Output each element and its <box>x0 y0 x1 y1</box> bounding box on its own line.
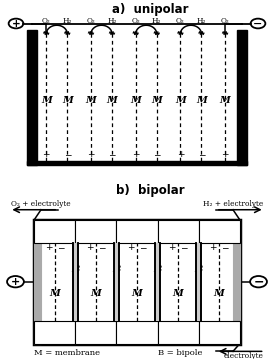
Text: +: + <box>87 150 95 159</box>
Text: B = bipole: B = bipole <box>158 349 202 357</box>
Bar <box>233 219 239 344</box>
Text: M: M <box>62 97 73 106</box>
Text: b)  bipolar: b) bipolar <box>116 184 184 197</box>
Text: H₂: H₂ <box>107 18 117 25</box>
Text: −: − <box>198 150 205 159</box>
Text: O₂: O₂ <box>221 18 230 25</box>
Text: B: B <box>71 265 79 275</box>
Bar <box>35 219 41 344</box>
Text: +: + <box>169 243 176 252</box>
Bar <box>155 243 160 321</box>
Text: M: M <box>41 97 52 106</box>
Bar <box>196 243 201 321</box>
Text: electrolyte: electrolyte <box>223 352 263 359</box>
Text: +: + <box>210 243 217 252</box>
Text: O₂ + electrolyte: O₂ + electrolyte <box>11 200 70 208</box>
Text: M: M <box>91 289 101 298</box>
Text: M: M <box>196 97 207 106</box>
Text: −: − <box>221 243 229 252</box>
Text: −: − <box>139 243 147 252</box>
Text: O₂: O₂ <box>87 18 95 25</box>
Bar <box>35 219 75 243</box>
Text: −: − <box>64 150 71 159</box>
Text: M: M <box>50 289 60 298</box>
Text: −: − <box>153 150 161 159</box>
Text: B: B <box>195 265 203 275</box>
Text: M: M <box>107 97 117 106</box>
Text: M: M <box>151 97 162 106</box>
Text: −: − <box>98 243 105 252</box>
Text: −: − <box>253 19 263 28</box>
Text: +: + <box>177 150 184 159</box>
Text: +: + <box>42 150 50 159</box>
Bar <box>199 219 239 243</box>
Bar <box>75 219 116 243</box>
Text: M = membrane: M = membrane <box>35 349 100 357</box>
Bar <box>237 29 247 165</box>
Text: +: + <box>12 19 20 28</box>
Bar <box>116 219 158 243</box>
Bar <box>27 160 247 165</box>
Text: B: B <box>112 265 121 275</box>
Text: +: + <box>127 243 135 252</box>
Text: B: B <box>153 265 162 275</box>
Text: −: − <box>57 243 64 252</box>
Text: M: M <box>130 97 141 106</box>
Bar <box>199 321 239 344</box>
Text: M: M <box>220 97 230 106</box>
Text: O₂: O₂ <box>42 18 51 25</box>
Text: O₂: O₂ <box>176 18 185 25</box>
Text: a)  unipolar: a) unipolar <box>112 3 189 15</box>
Bar <box>35 219 239 344</box>
Text: −: − <box>253 275 264 288</box>
Text: M: M <box>214 289 224 298</box>
Bar <box>35 321 75 344</box>
Text: M: M <box>85 97 96 106</box>
Bar <box>73 243 78 321</box>
Text: +: + <box>132 150 139 159</box>
Text: +: + <box>45 243 53 252</box>
Text: M: M <box>173 289 183 298</box>
Text: H₂ + electrolyte: H₂ + electrolyte <box>203 200 263 208</box>
Bar <box>27 29 37 165</box>
Text: −: − <box>108 150 116 159</box>
Text: +: + <box>221 150 229 159</box>
Text: O₂: O₂ <box>131 18 140 25</box>
Text: +: + <box>11 277 20 287</box>
Bar <box>158 219 199 243</box>
Text: H₂: H₂ <box>62 18 72 25</box>
Text: M: M <box>175 97 186 106</box>
Text: M: M <box>132 289 142 298</box>
Text: H₂: H₂ <box>152 18 161 25</box>
Text: −: − <box>180 243 188 252</box>
Bar <box>75 321 116 344</box>
Text: H₂: H₂ <box>197 18 206 25</box>
Bar <box>158 321 199 344</box>
Text: +: + <box>86 243 94 252</box>
Bar <box>116 321 158 344</box>
Bar <box>114 243 119 321</box>
